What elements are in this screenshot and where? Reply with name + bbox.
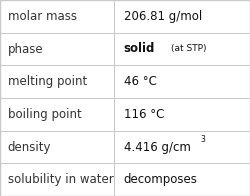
Text: 46 °C: 46 °C [124, 75, 156, 88]
Text: 116 °C: 116 °C [124, 108, 164, 121]
Text: density: density [8, 141, 51, 153]
Text: solubility in water: solubility in water [8, 173, 113, 186]
Text: decomposes: decomposes [124, 173, 198, 186]
Text: melting point: melting point [8, 75, 87, 88]
Text: molar mass: molar mass [8, 10, 76, 23]
Text: 4.416 g/cm: 4.416 g/cm [124, 141, 191, 153]
Text: 3: 3 [200, 135, 205, 144]
Text: 206.81 g/mol: 206.81 g/mol [124, 10, 202, 23]
Text: (at STP): (at STP) [171, 44, 207, 54]
Text: phase: phase [8, 43, 43, 55]
Text: solid: solid [124, 43, 155, 55]
Text: boiling point: boiling point [8, 108, 81, 121]
